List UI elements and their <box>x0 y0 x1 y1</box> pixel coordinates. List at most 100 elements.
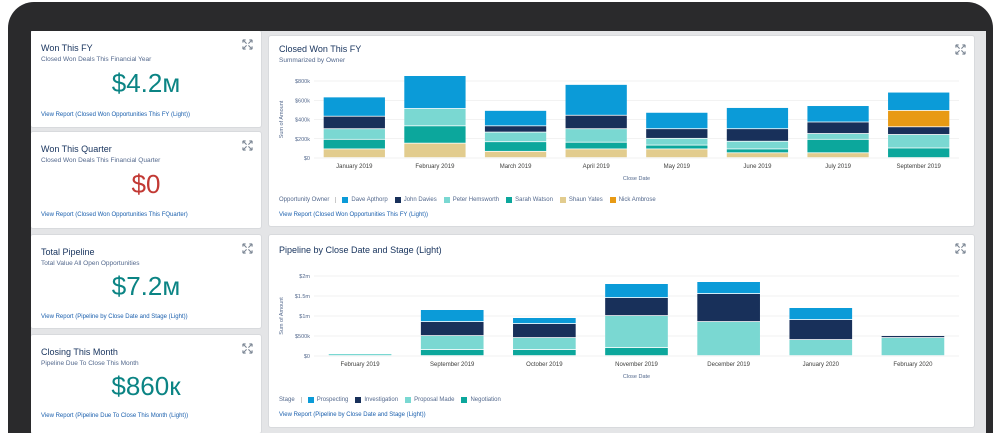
legend-label: John Davies <box>403 197 437 203</box>
bar-segment[interactable] <box>697 294 760 322</box>
metric-value: $0 <box>131 169 161 199</box>
legend-item[interactable]: John Davies <box>394 197 437 203</box>
bar-segment[interactable] <box>646 138 708 145</box>
bar-segment[interactable] <box>513 338 576 350</box>
bar-segment[interactable] <box>807 133 869 139</box>
bar-segment[interactable] <box>726 107 789 129</box>
bar-segment[interactable] <box>323 139 385 149</box>
expand-icon[interactable] <box>242 39 253 50</box>
legend-item[interactable]: Investigation <box>355 397 398 403</box>
view-report-link[interactable]: View Report (Closed Won Opportunities Th… <box>41 212 188 218</box>
bar-segment[interactable] <box>888 134 950 148</box>
bar-segment[interactable] <box>605 316 668 348</box>
bar-segment[interactable] <box>789 320 853 340</box>
bar-segment[interactable] <box>328 354 392 356</box>
bar-segment[interactable] <box>789 308 853 320</box>
bar-segment[interactable] <box>807 122 869 134</box>
bar-segment[interactable] <box>726 149 789 153</box>
x-tick-label: May 2019 <box>664 164 691 170</box>
expand-icon[interactable] <box>242 243 253 254</box>
bar-segment[interactable] <box>807 153 869 158</box>
y-tick-label: $600k <box>295 98 310 104</box>
bar-segment[interactable] <box>697 282 760 294</box>
bar-segment[interactable] <box>484 142 547 151</box>
bar-segment[interactable] <box>565 149 627 158</box>
legend-item[interactable]: Dave Apthorp <box>342 197 388 203</box>
legend-item[interactable]: Shaun Yates <box>559 197 603 203</box>
bar-segment[interactable] <box>605 284 668 298</box>
bar-segment[interactable] <box>605 298 668 316</box>
bar-segment[interactable] <box>323 97 385 116</box>
bar-segment[interactable] <box>565 142 627 149</box>
bar-segment[interactable] <box>404 76 466 109</box>
closed-won-chart-card: Closed Won This FY Summarized by Owner S… <box>269 36 974 226</box>
bar-segment[interactable] <box>404 108 466 126</box>
view-report-link[interactable]: View Report (Pipeline Due To Close This … <box>41 413 189 419</box>
bar-segment[interactable] <box>565 115 627 129</box>
y-axis-label: Sum of Amount <box>279 297 285 335</box>
bar-segment[interactable] <box>789 340 853 356</box>
legend-swatch <box>394 197 401 203</box>
x-axis-label: Close Date <box>623 176 650 182</box>
bar-segment[interactable] <box>323 129 385 139</box>
legend-item[interactable]: Prospecting <box>307 397 348 403</box>
legend-item[interactable]: Peter Hemsworth <box>443 197 499 203</box>
bar-segment[interactable] <box>726 153 789 158</box>
bar-segment[interactable] <box>881 336 945 338</box>
bar-segment[interactable] <box>404 126 466 143</box>
x-tick-label: September 2019 <box>897 164 942 170</box>
bar-segment[interactable] <box>888 127 950 135</box>
bar-segment[interactable] <box>323 116 385 129</box>
legend-item[interactable]: Nick Ambrose <box>609 197 656 203</box>
bar-segment[interactable] <box>420 310 484 322</box>
x-tick-label: January 2020 <box>803 362 840 368</box>
bar-segment[interactable] <box>513 324 576 338</box>
legend-item[interactable]: Negotiation <box>461 397 501 403</box>
bar-segment[interactable] <box>646 129 708 138</box>
view-report-link[interactable]: View Report (Pipeline by Close Date and … <box>279 412 426 418</box>
bar-segment[interactable] <box>888 92 950 111</box>
bar-segment[interactable] <box>646 149 708 158</box>
legend-item[interactable]: Proposal Made <box>405 397 454 403</box>
legend-item[interactable]: Sarah Watson <box>506 197 553 203</box>
view-report-link[interactable]: View Report (Closed Won Opportunities Th… <box>41 112 190 118</box>
x-tick-label: February 2019 <box>341 362 381 368</box>
bar-segment[interactable] <box>484 151 547 158</box>
bar-segment[interactable] <box>726 129 789 141</box>
bar-segment[interactable] <box>646 112 708 129</box>
x-tick-label: March 2019 <box>500 164 532 170</box>
bar-segment[interactable] <box>888 110 950 127</box>
expand-icon[interactable] <box>955 243 966 254</box>
bar-segment[interactable] <box>807 106 869 122</box>
bar-segment[interactable] <box>420 322 484 336</box>
x-tick-label: November 2019 <box>615 362 658 368</box>
bar-segment[interactable] <box>807 139 869 153</box>
bar-segment[interactable] <box>323 149 385 158</box>
expand-icon[interactable] <box>242 343 253 354</box>
bar-segment[interactable] <box>513 350 576 356</box>
bar-segment[interactable] <box>420 336 484 350</box>
card-title: Closed Won This FY <box>279 44 362 54</box>
dashboard-screen: Won This FY Closed Won Deals This Financ… <box>31 31 986 433</box>
pipeline-chart-card: Pipeline by Close Date and Stage (Light)… <box>269 235 974 427</box>
bar-segment[interactable] <box>484 126 547 132</box>
expand-icon[interactable] <box>955 44 966 55</box>
bar-segment[interactable] <box>513 318 576 324</box>
bar-segment[interactable] <box>888 148 950 158</box>
bar-segment[interactable] <box>565 129 627 142</box>
closing-this-month-card: Closing This Month Pipeline Due To Close… <box>31 335 261 433</box>
bar-segment[interactable] <box>697 322 760 356</box>
bar-segment[interactable] <box>881 338 945 356</box>
bar-segment[interactable] <box>420 350 484 356</box>
bar-segment[interactable] <box>404 143 466 158</box>
expand-icon[interactable] <box>242 140 253 151</box>
bar-segment[interactable] <box>484 132 547 142</box>
bar-segment[interactable] <box>565 84 627 115</box>
view-report-link[interactable]: View Report (Closed Won Opportunities Th… <box>279 212 428 218</box>
bar-segment[interactable] <box>605 348 668 356</box>
view-report-link[interactable]: View Report (Pipeline by Close Date and … <box>41 314 188 320</box>
bar-segment[interactable] <box>646 145 708 149</box>
card-title: Won This Quarter <box>41 144 112 154</box>
bar-segment[interactable] <box>726 141 789 149</box>
bar-segment[interactable] <box>484 110 547 126</box>
